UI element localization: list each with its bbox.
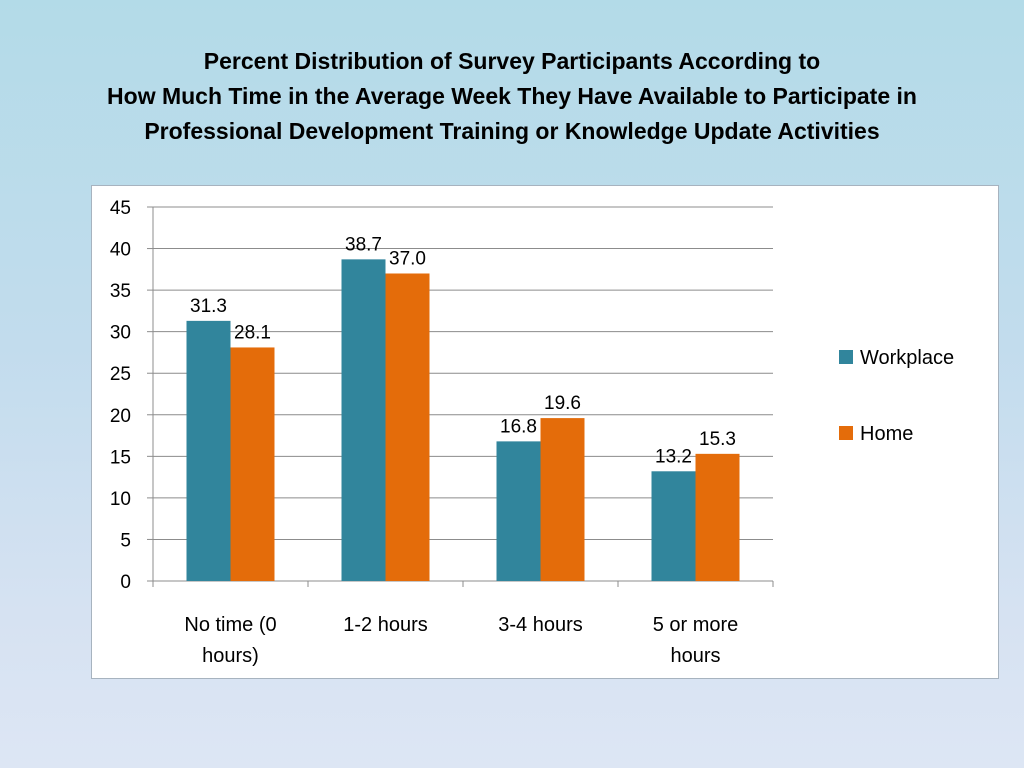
y-tick-label: 15 bbox=[110, 447, 131, 468]
y-tick-label: 35 bbox=[110, 281, 131, 302]
data-label: 37.0 bbox=[389, 248, 426, 269]
bar-workplace-0 bbox=[186, 320, 231, 581]
x-tick-label: hours bbox=[670, 645, 720, 667]
chart-title: Percent Distribution of Survey Participa… bbox=[0, 44, 1024, 149]
x-tick-label: hours) bbox=[202, 645, 259, 667]
y-tick-label: 5 bbox=[120, 530, 131, 551]
chart-area: 0 5 10 15 20 25 30 35 40 45 31.3 38.7 16.8 13.2 28.1 37… bbox=[91, 185, 999, 679]
bar-home-2 bbox=[540, 418, 585, 581]
x-tick-label: 5 or more bbox=[653, 614, 739, 636]
chart-title-line-1: Percent Distribution of Survey Participa… bbox=[203, 48, 821, 74]
chart-title-line-3: Professional Development Training or Kno… bbox=[144, 118, 880, 144]
bar-chart: 0 5 10 15 20 25 30 35 40 45 31.3 38.7 16.8 13.2 28.1 37… bbox=[110, 198, 954, 667]
legend-label-home: Home bbox=[860, 423, 913, 445]
bar-workplace-1 bbox=[341, 259, 386, 581]
bar-home-1 bbox=[385, 273, 430, 581]
data-label: 16.8 bbox=[500, 416, 537, 437]
chart-title-line-2: How Much Time in the Average Week They H… bbox=[107, 83, 917, 109]
data-label: 31.3 bbox=[190, 296, 227, 317]
y-tick-label: 40 bbox=[110, 240, 131, 261]
legend-swatch-workplace bbox=[839, 350, 853, 364]
legend-swatch-home bbox=[839, 426, 853, 440]
x-tick-label: 3-4 hours bbox=[498, 614, 583, 636]
y-tick-label: 10 bbox=[110, 489, 131, 510]
bar-home-3 bbox=[695, 453, 740, 581]
data-label: 13.2 bbox=[655, 446, 692, 467]
x-tick-label: 1-2 hours bbox=[343, 614, 428, 636]
data-label: 15.3 bbox=[699, 429, 736, 450]
y-tick-label: 0 bbox=[120, 572, 131, 593]
x-tick-label: No time (0 bbox=[184, 614, 276, 636]
y-tick-label: 30 bbox=[110, 323, 131, 344]
y-tick-label: 45 bbox=[110, 198, 131, 219]
data-label: 19.6 bbox=[544, 393, 581, 414]
bar-workplace-3 bbox=[651, 471, 696, 581]
legend-label-workplace: Workplace bbox=[860, 347, 954, 369]
y-tick-label: 20 bbox=[110, 406, 131, 427]
bar-workplace-2 bbox=[496, 441, 541, 581]
data-label: 28.1 bbox=[234, 322, 271, 343]
data-label: 38.7 bbox=[345, 234, 382, 255]
bar-home-0 bbox=[230, 347, 275, 581]
y-tick-label: 25 bbox=[110, 364, 131, 385]
